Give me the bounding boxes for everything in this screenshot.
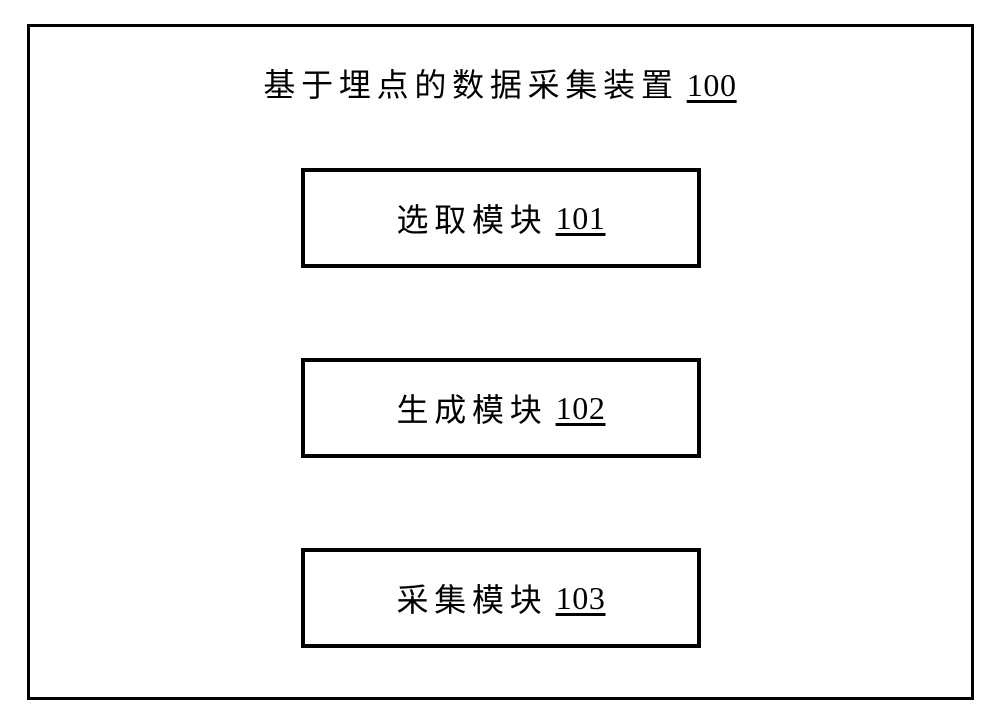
module-ref: 103 [556, 580, 606, 617]
module-ref: 101 [556, 200, 606, 237]
module-box: 采集模块103 [301, 548, 701, 648]
module-label: 选取模块 [397, 195, 548, 241]
module-label: 采集模块 [397, 575, 548, 621]
diagram-title-ref: 100 [687, 67, 737, 104]
diagram-title: 基于埋点的数据采集装置 100 [220, 60, 780, 104]
module-ref: 102 [556, 390, 606, 427]
diagram-canvas: 基于埋点的数据采集装置 100 选取模块101 生成模块102 采集模块103 [0, 0, 1000, 723]
diagram-title-text: 基于埋点的数据采集装置 [263, 60, 678, 106]
module-label: 生成模块 [397, 385, 548, 431]
module-box: 生成模块102 [301, 358, 701, 458]
module-box: 选取模块101 [301, 168, 701, 268]
